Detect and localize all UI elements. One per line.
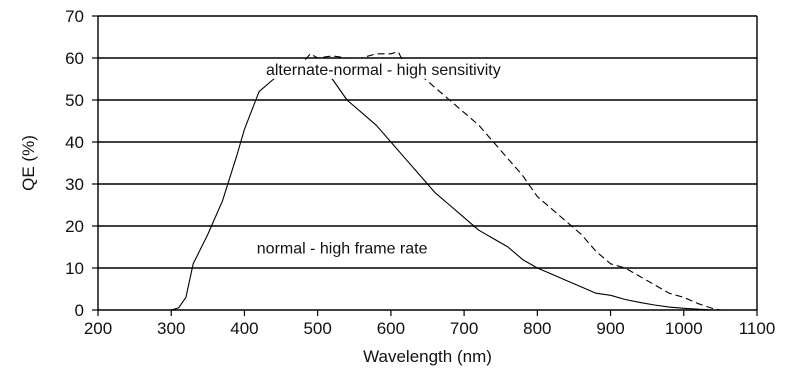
y-tick-label-40: 40 xyxy=(65,133,84,152)
x-tick-label-1100: 1100 xyxy=(739,319,776,338)
series-line-normal xyxy=(141,63,735,311)
x-tick-label-1000: 1000 xyxy=(665,319,703,338)
x-tick-label-800: 800 xyxy=(523,319,551,338)
y-axis-label: QE (%) xyxy=(19,135,38,191)
y-tick-label-0: 0 xyxy=(75,301,84,320)
series-lines xyxy=(141,51,735,311)
annotations: alternate-normal - high sensitivity norma… xyxy=(253,61,504,258)
y-tick-label-70: 70 xyxy=(65,7,84,26)
y-tick-label-30: 30 xyxy=(65,175,84,194)
x-tick-label-900: 900 xyxy=(596,319,624,338)
x-tick-label-200: 200 xyxy=(84,319,112,338)
annotation-0: alternate-normal - high sensitivity xyxy=(266,62,501,79)
x-tick-label-600: 600 xyxy=(377,319,405,338)
x-tick-label-300: 300 xyxy=(157,319,185,338)
annotation-1: normal - high frame rate xyxy=(257,240,428,257)
y-tick-label-20: 20 xyxy=(65,217,84,236)
x-axis-label: Wavelength (nm) xyxy=(363,347,492,366)
gridlines xyxy=(92,15,758,316)
x-tick-labels: 200 300 400 500 600 700 800 900 1000 1100 xyxy=(84,319,775,338)
y-tick-label-60: 60 xyxy=(65,49,84,68)
x-tick-label-700: 700 xyxy=(450,319,478,338)
annotation-bg-1 xyxy=(253,240,431,258)
series-line-alternate-normal xyxy=(295,51,721,311)
annotation-bg-0 xyxy=(262,61,504,79)
y-tick-label-10: 10 xyxy=(65,259,84,278)
x-tick-label-400: 400 xyxy=(230,319,258,338)
x-tick-label-500: 500 xyxy=(303,319,331,338)
y-tick-label-50: 50 xyxy=(65,91,84,110)
y-tick-labels: 0 10 20 30 40 50 60 70 xyxy=(65,7,84,320)
